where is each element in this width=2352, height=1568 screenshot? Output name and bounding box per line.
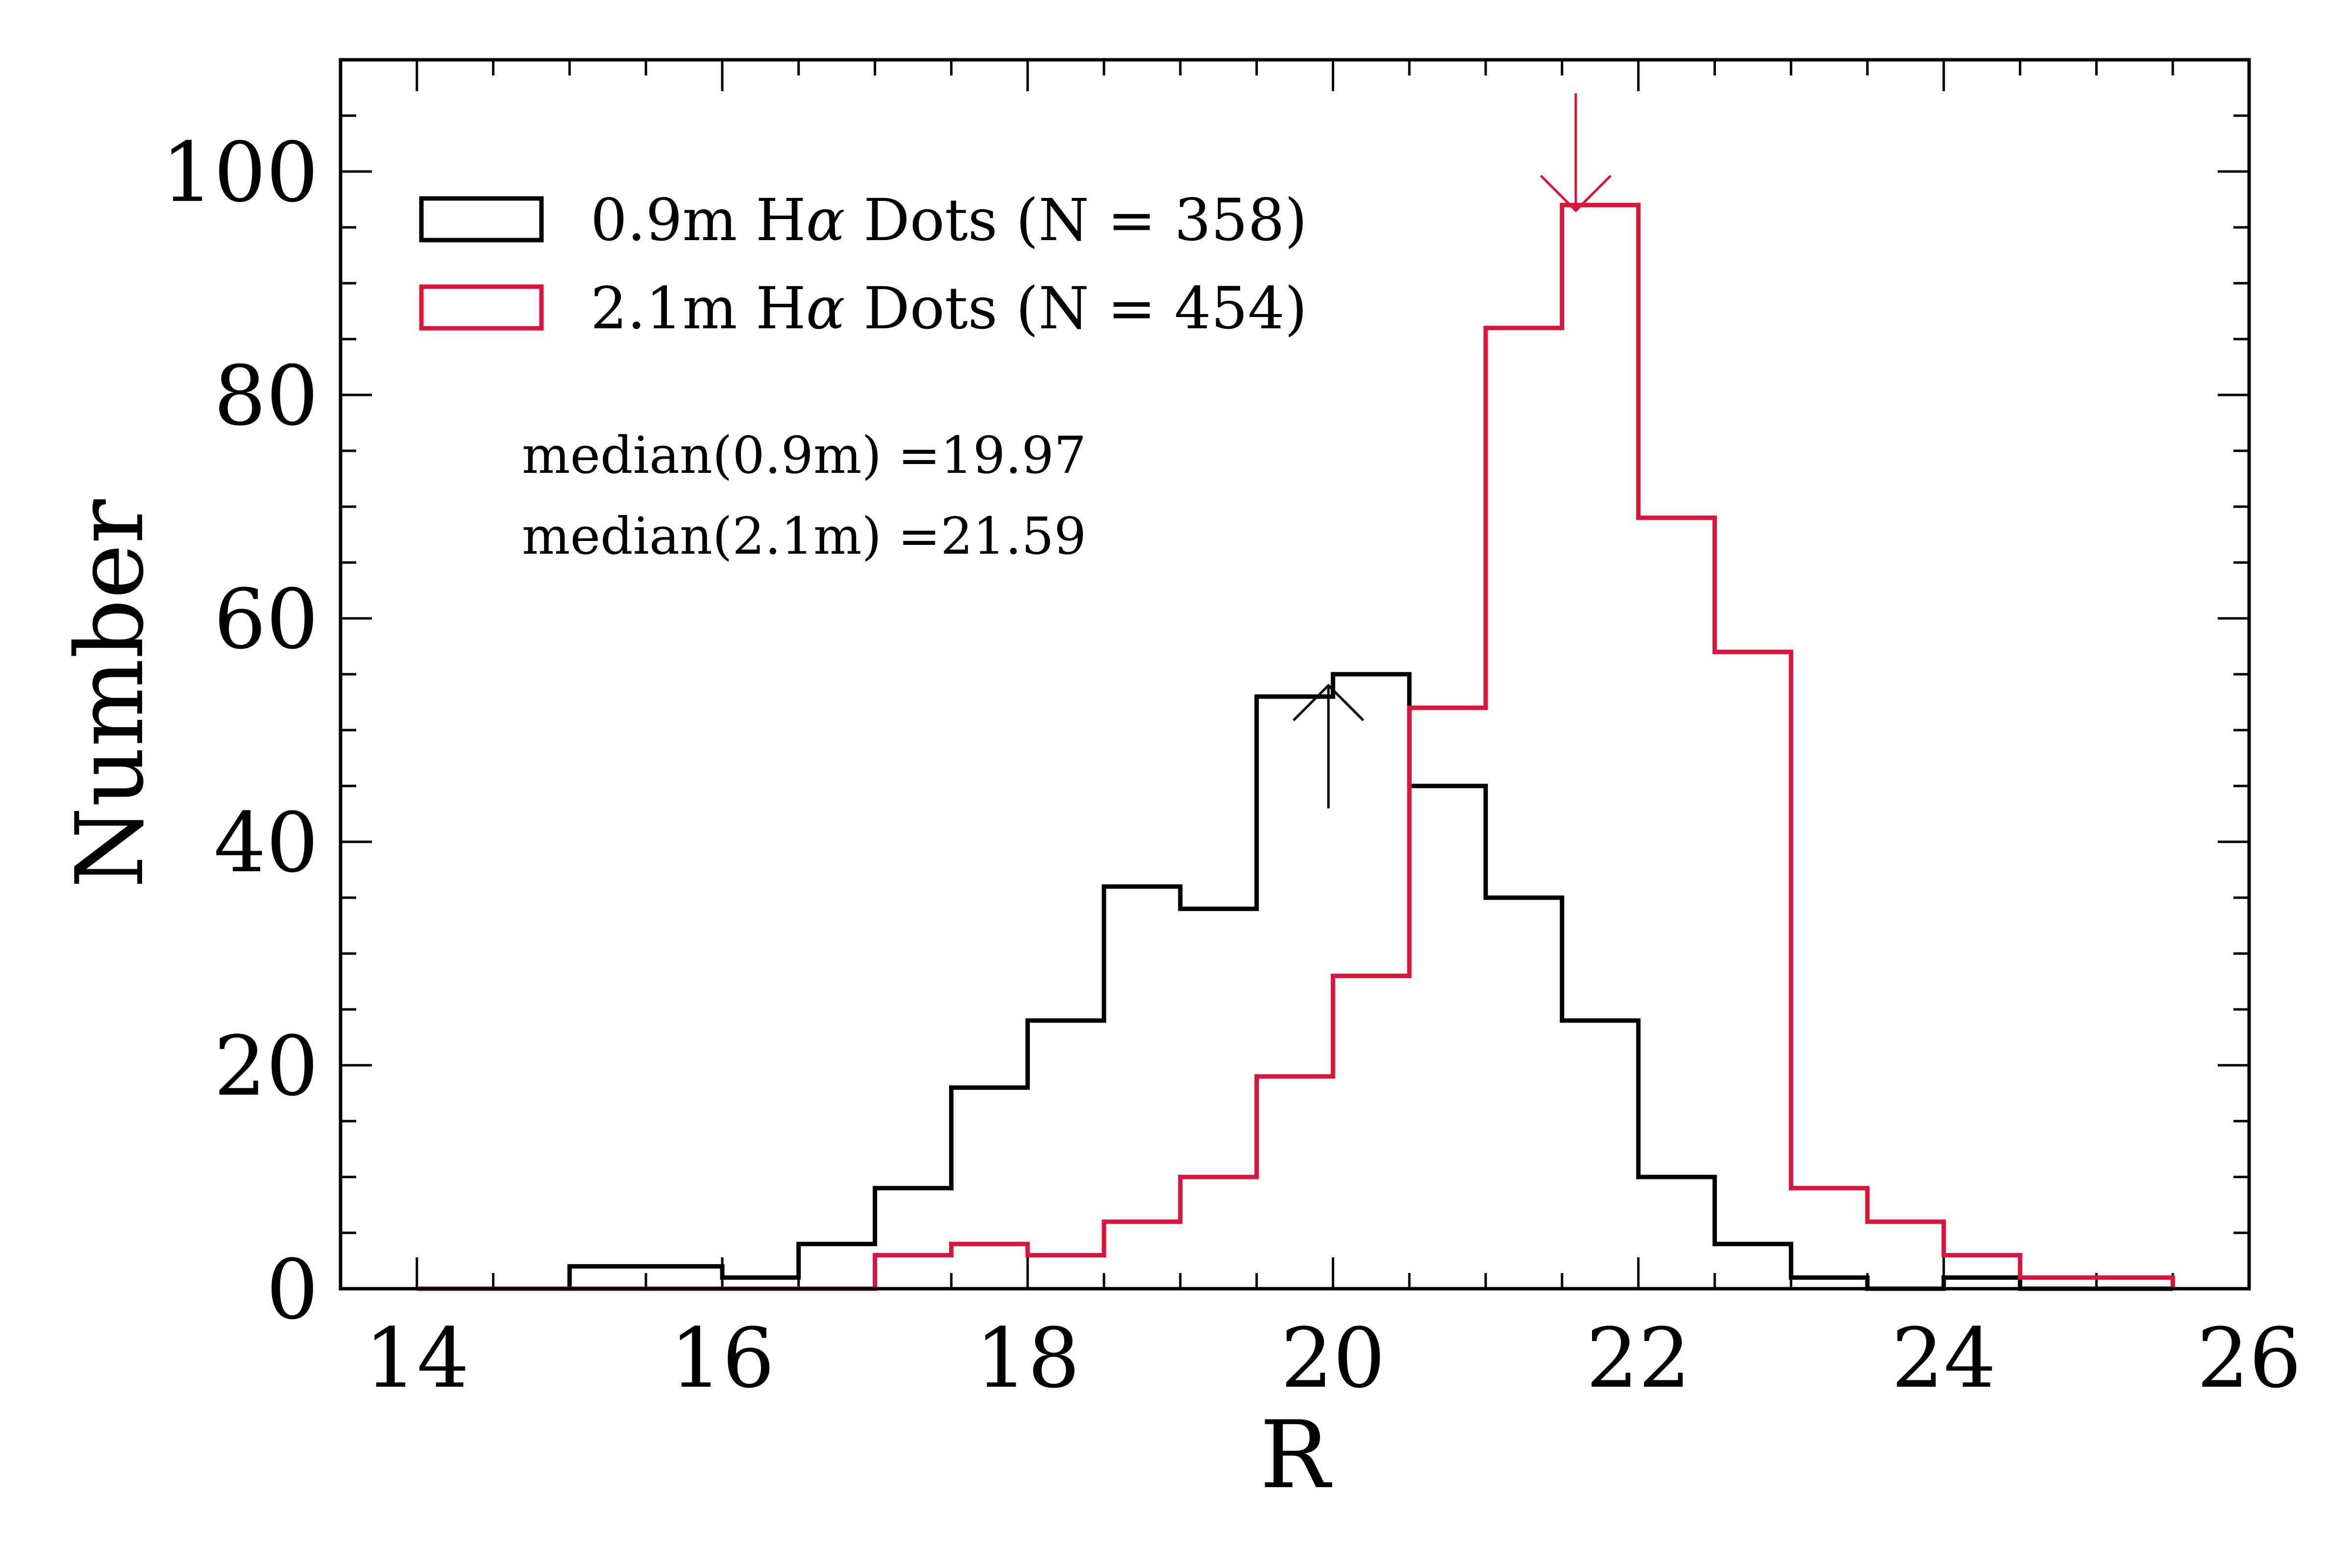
- x-tick-label: 20: [1281, 1310, 1386, 1406]
- histogram-bin-0.9m: [569, 1266, 646, 1289]
- histogram-bin-0.9m: [1333, 674, 1409, 1289]
- x-tick-label: 26: [2197, 1310, 2302, 1406]
- y-axis-label: Number: [56, 499, 164, 888]
- histogram-bin-0.9m: [1104, 886, 1180, 1289]
- histogram-step-0.9m: [416, 672, 2173, 1291]
- median-annotation-0.9m: median(0.9m) =19.97: [522, 425, 1086, 485]
- legend-label-2.1m-prefix: 2.1m H: [590, 274, 806, 342]
- histogram-bin-0.9m: [1715, 1244, 1791, 1289]
- y-tick-label: 0: [266, 1242, 318, 1338]
- plot-frame: [339, 58, 2251, 1291]
- x-tick-label: 24: [1891, 1310, 1996, 1406]
- y-tick-label: 40: [214, 795, 318, 891]
- y-tick-label: 60: [214, 571, 318, 667]
- histogram-bin-0.9m: [1639, 1177, 1715, 1289]
- histogram-bin-2.1m: [1409, 708, 1486, 1289]
- histogram-bin-0.9m: [799, 1244, 875, 1289]
- legend-swatch-0.9m: [419, 196, 544, 243]
- histogram-bin-2.1m: [1944, 1255, 2020, 1289]
- x-tick-label: 14: [365, 1310, 469, 1406]
- y-tick-label: 100: [161, 124, 318, 220]
- histogram-series: [416, 202, 2175, 1291]
- histogram-step-2.1m: [416, 202, 2175, 1291]
- x-tick-label: 18: [975, 1310, 1080, 1406]
- histogram-bin-0.9m: [1028, 1021, 1104, 1289]
- histogram-bin-2.1m: [875, 1255, 952, 1289]
- histogram-bin-2.1m: [1562, 205, 1639, 1289]
- histogram-bin-2.1m: [1333, 976, 1409, 1289]
- histogram-bin-2.1m: [1486, 328, 1562, 1289]
- histogram-bin-2.1m: [1104, 1222, 1180, 1289]
- x-tick-label: 22: [1586, 1310, 1691, 1406]
- median-annotation-2.1m: median(2.1m) =21.59: [522, 506, 1086, 566]
- median-arrow-head-2.1m: [1540, 174, 1612, 213]
- histogram-bin-0.9m: [1180, 909, 1257, 1289]
- tick-labels: 14 16 18 20 22 24 26 0 20 40 60 80 100: [161, 124, 2302, 1406]
- histogram-bin-2.1m: [1180, 1177, 1257, 1289]
- histogram-bin-2.1m: [1791, 1188, 1867, 1289]
- legend-swatch-2.1m: [419, 284, 544, 331]
- legend-label-2.1m: 2.1m Hα Dots (N = 454): [590, 274, 1307, 342]
- histogram-bin-0.9m: [1409, 786, 1486, 1289]
- x-tick-label: 16: [670, 1310, 775, 1406]
- histogram-bin-0.9m: [1562, 1021, 1639, 1289]
- histogram-bin-0.9m: [875, 1188, 952, 1289]
- legend-label-2.1m-greek: α: [806, 274, 845, 342]
- histogram-bin-2.1m: [1639, 518, 1715, 1289]
- histogram-bin-2.1m: [1715, 652, 1791, 1289]
- histogram-bin-0.9m: [646, 1266, 722, 1289]
- histogram-bin-2.1m: [1257, 1077, 1333, 1289]
- x-axis-label: R: [1260, 1401, 1332, 1509]
- legend-label-0.9m-greek: α: [806, 186, 845, 254]
- histogram-bin-2.1m: [1028, 1255, 1104, 1289]
- y-tick-label: 20: [214, 1018, 318, 1114]
- histogram-bin-0.9m: [951, 1088, 1028, 1289]
- median-arrow-head-0.9m: [1293, 684, 1365, 721]
- histogram-bin-2.1m: [951, 1244, 1028, 1289]
- y-tick-label: 80: [214, 348, 318, 444]
- legend: 0.9m Hα Dots (N = 358) 2.1m Hα Dots (N =…: [419, 186, 1307, 342]
- legend-label-0.9m-suffix: Dots (N = 358): [845, 186, 1307, 254]
- legend-label-0.9m: 0.9m Hα Dots (N = 358): [590, 186, 1307, 254]
- legend-label-2.1m-suffix: Dots (N = 454): [845, 274, 1307, 342]
- median-markers: [1293, 93, 1612, 808]
- legend-label-0.9m-prefix: 0.9m H: [590, 186, 806, 254]
- minor-ticks: [339, 58, 2249, 1289]
- histogram-bin-0.9m: [1486, 898, 1562, 1289]
- histogram-bin-2.1m: [1867, 1222, 1944, 1289]
- histogram-bin-0.9m: [1257, 697, 1333, 1289]
